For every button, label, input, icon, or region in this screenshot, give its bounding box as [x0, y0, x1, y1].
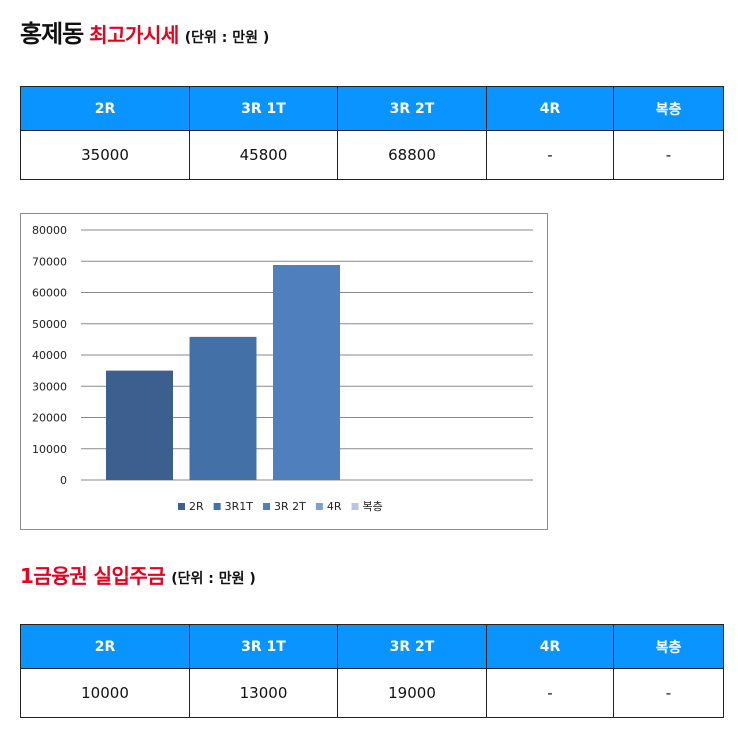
max-price-title: 최고가시세 — [89, 23, 179, 47]
y-tick-label: 70000 — [32, 255, 67, 268]
header-cell: 4R — [486, 86, 614, 131]
table-header-row: 2R 3R 1T 3R 2T 4R 복층 — [20, 86, 724, 131]
header-cell: 3R 1T — [189, 86, 338, 131]
y-tick-label: 80000 — [32, 224, 67, 237]
table-cell: - — [486, 130, 614, 180]
y-tick-label: 0 — [60, 474, 67, 487]
table-cell: 35000 — [20, 130, 190, 180]
table-cell: 68800 — [337, 130, 487, 180]
table-cell: 10000 — [20, 668, 190, 718]
table-cell: - — [613, 130, 724, 180]
table-header-row: 2R 3R 1T 3R 2T 4R 복층 — [20, 624, 724, 669]
table-row: 35000 45800 68800 - - — [20, 130, 724, 180]
price-bar-chart: 0 10000 20000 30000 40000 50000 60000 70000 8000… — [20, 213, 548, 530]
header-cell: 3R 2T — [337, 86, 487, 131]
y-tick-label: 60000 — [32, 287, 67, 300]
bar-3r-2t — [273, 265, 340, 480]
table-cell: 19000 — [337, 668, 487, 718]
y-tick-label: 30000 — [32, 380, 67, 393]
unit-label: (단위 : 만원 ) — [184, 30, 270, 46]
y-tick-label: 40000 — [32, 349, 67, 362]
header-cell: 복층 — [613, 624, 724, 669]
legend-swatch — [351, 503, 359, 510]
legend-label: 복층 — [363, 500, 383, 513]
bar-2r — [106, 370, 173, 480]
legend-label: 3R1T — [225, 500, 254, 513]
section2-heading: 1금융권 실입주금 (단위 : 만원 ) — [20, 560, 256, 589]
y-tick-label: 50000 — [32, 318, 67, 331]
section1-heading: 홍제동 최고가시세 (단위 : 만원 ) — [20, 14, 269, 49]
max-price-table: 2R 3R 1T 3R 2T 4R 복층 35000 45800 68800 -… — [20, 86, 724, 180]
header-cell: 2R — [20, 86, 190, 131]
unit-label: (단위 : 만원 ) — [171, 571, 256, 587]
y-tick-label: 10000 — [32, 443, 67, 456]
header-cell: 복층 — [613, 86, 724, 131]
legend-label: 4R — [327, 500, 342, 513]
header-cell: 3R 1T — [189, 624, 338, 669]
header-cell: 4R — [486, 624, 614, 669]
loan-deposit-table: 2R 3R 1T 3R 2T 4R 복층 10000 13000 19000 -… — [20, 624, 724, 718]
header-cell: 3R 2T — [337, 624, 487, 669]
bar-3r1t — [189, 336, 257, 480]
legend-swatch — [263, 503, 271, 510]
table-cell: 45800 — [189, 130, 338, 180]
header-cell: 2R — [20, 624, 190, 669]
legend-swatch — [213, 503, 221, 510]
legend-label: 3R 2T — [274, 500, 306, 513]
table-row: 10000 13000 19000 - - — [20, 668, 724, 718]
legend-swatch — [315, 503, 323, 510]
y-tick-label: 20000 — [32, 412, 67, 425]
legend-swatch — [178, 503, 185, 510]
table-cell: 13000 — [189, 668, 338, 718]
legend-label: 2R — [189, 500, 204, 513]
table-cell: - — [486, 668, 614, 718]
table-cell: - — [613, 668, 724, 718]
loan-deposit-title: 1금융권 실입주금 — [20, 564, 166, 588]
location-title: 홍제동 — [20, 20, 84, 48]
chart-svg: 0 10000 20000 30000 40000 50000 60000 70000 8000… — [32, 224, 533, 513]
